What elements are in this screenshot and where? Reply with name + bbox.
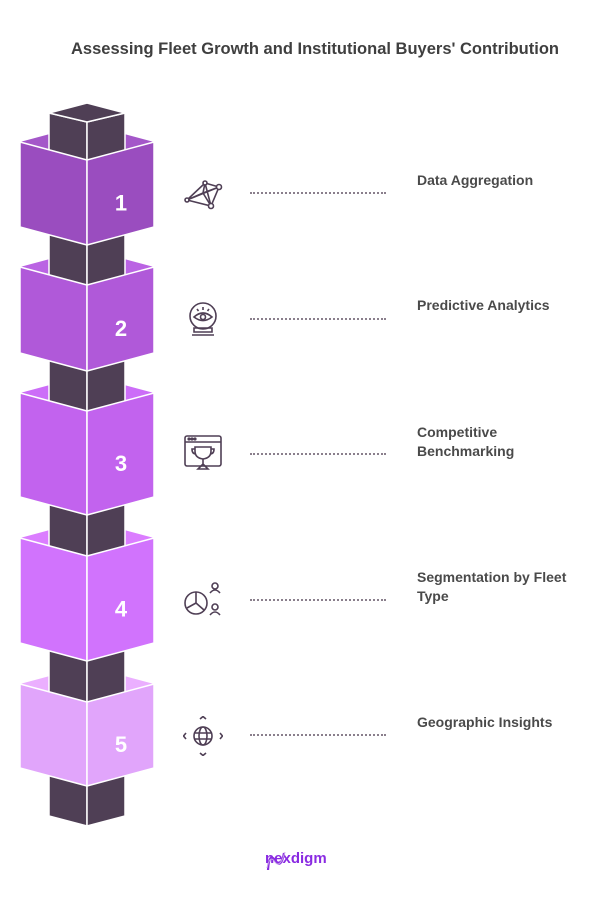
- crystal-ball-eye-icon: [189, 302, 217, 336]
- nexdigm-logo-icon: [266, 851, 286, 871]
- trophy-browser-icon: [184, 435, 222, 470]
- box-4-right-face: [86, 537, 155, 662]
- network-icon: [184, 180, 223, 210]
- column-top-cap: [48, 102, 126, 123]
- step-1-label: Data Aggregation: [417, 172, 534, 188]
- step-1-connector: [250, 192, 386, 194]
- step-3-number: 3: [115, 451, 127, 476]
- box-1-left-face: [19, 141, 88, 246]
- box-1-right-face: [86, 141, 155, 246]
- box-2-right-face: [86, 266, 155, 372]
- box-4-left-face: [19, 537, 88, 662]
- pie-chart-users-icon: [184, 582, 221, 616]
- step-5-label: Geographic Insights: [417, 714, 553, 730]
- step-5-connector: [250, 734, 386, 736]
- step-4-connector: [250, 599, 386, 601]
- step-5-number: 5: [115, 732, 127, 757]
- step-2-number: 2: [115, 316, 127, 341]
- step-2-label: Predictive Analytics: [417, 297, 550, 313]
- box-5-right-face: [86, 683, 155, 787]
- step-3-label: Competitive Benchmarking: [417, 424, 515, 459]
- box-2-left-face: [19, 266, 88, 372]
- box-3-left-face: [19, 392, 88, 516]
- page-title: Assessing Fleet Growth and Institutional…: [71, 40, 559, 58]
- step-3-connector: [250, 453, 386, 455]
- step-1-number: 1: [115, 191, 127, 216]
- globe-arrows-icon: [183, 716, 223, 756]
- step-4-label: Segmentation by Fleet Type: [417, 569, 567, 604]
- nexdigm-logo: nexdigm: [265, 850, 327, 871]
- step-4-number: 4: [115, 597, 128, 622]
- step-2-connector: [250, 318, 386, 320]
- box-5-left-face: [19, 683, 88, 787]
- box-3-right-face: [86, 392, 155, 516]
